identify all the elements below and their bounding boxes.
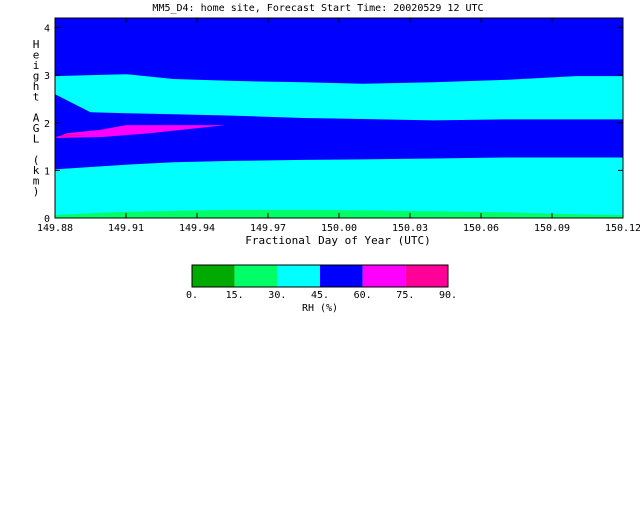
x-axis: 149.88 149.91 149.94 149.97 150.00 150.03 150.… (37, 18, 640, 234)
y-axis-title-char: h (33, 80, 40, 93)
y-axis-title-char: ) (33, 185, 40, 198)
y-axis-title-char: e (33, 49, 40, 62)
rh-plume (55, 125, 226, 138)
x-tick-label: 149.91 (108, 223, 144, 234)
colorbar-swatch (320, 265, 363, 287)
colorbar-swatch (277, 265, 320, 287)
colorbar-tick-label: 90. (439, 290, 457, 301)
x-tick-label: 150.00 (321, 223, 357, 234)
rh-plume (55, 134, 91, 137)
y-tick-label: 1 (44, 166, 50, 177)
colorbar: 0. 15. 30. 45. 60. 75. 90. (186, 264, 457, 301)
plot-area (55, 18, 623, 218)
x-axis-title: Fractional Day of Year (UTC) (245, 234, 430, 247)
colorbar-swatch (192, 265, 235, 287)
y-axis-title-char: t (33, 91, 40, 104)
colorbar-swatch (234, 265, 278, 287)
y-axis: 0 1 2 3 4 (44, 24, 623, 225)
colorbar-tick-label: 30. (268, 290, 286, 301)
x-tick-label: 150.06 (463, 223, 499, 234)
colorbar-tick-label: 15. (226, 290, 244, 301)
y-axis-title-char: k (33, 164, 40, 177)
colorbar-tick-label: 60. (354, 290, 372, 301)
y-axis-title-char: H (33, 38, 40, 51)
colorbar-tick-label: 75. (396, 290, 414, 301)
y-tick-label: 4 (44, 24, 50, 35)
y-axis-title-char: g (33, 70, 40, 83)
x-tick-label: 149.88 (37, 223, 73, 234)
colorbar-swatch (362, 265, 406, 287)
chart-title: MM5_D4: home site, Forecast Start Time: … (152, 3, 483, 14)
y-tick-label: 0 (44, 214, 50, 225)
colorbar-swatch (405, 265, 448, 287)
y-axis-title-char: A (33, 112, 40, 125)
x-tick-label: 150.03 (392, 223, 428, 234)
y-axis-title-char: G (33, 122, 40, 135)
x-tick-label: 149.97 (250, 223, 286, 234)
x-tick-label: 149.94 (179, 223, 215, 234)
colorbar-frame (191, 264, 449, 288)
y-axis-title-char: ( (33, 154, 40, 167)
x-tick-label: 150.09 (534, 223, 570, 234)
rh-band (55, 157, 623, 218)
y-tick-label: 2 (44, 119, 50, 130)
colorbar-tick-label: 0. (186, 290, 198, 301)
y-axis-title-char: i (33, 59, 40, 72)
y-axis-title-char: L (33, 133, 40, 146)
colorbar-tick-label: 45. (311, 290, 329, 301)
y-tick-label: 3 (44, 71, 50, 82)
colorbar-label: RH (%) (302, 303, 338, 314)
y-axis-title-char: m (33, 175, 40, 188)
x-tick-label: 150.12 (605, 223, 640, 234)
